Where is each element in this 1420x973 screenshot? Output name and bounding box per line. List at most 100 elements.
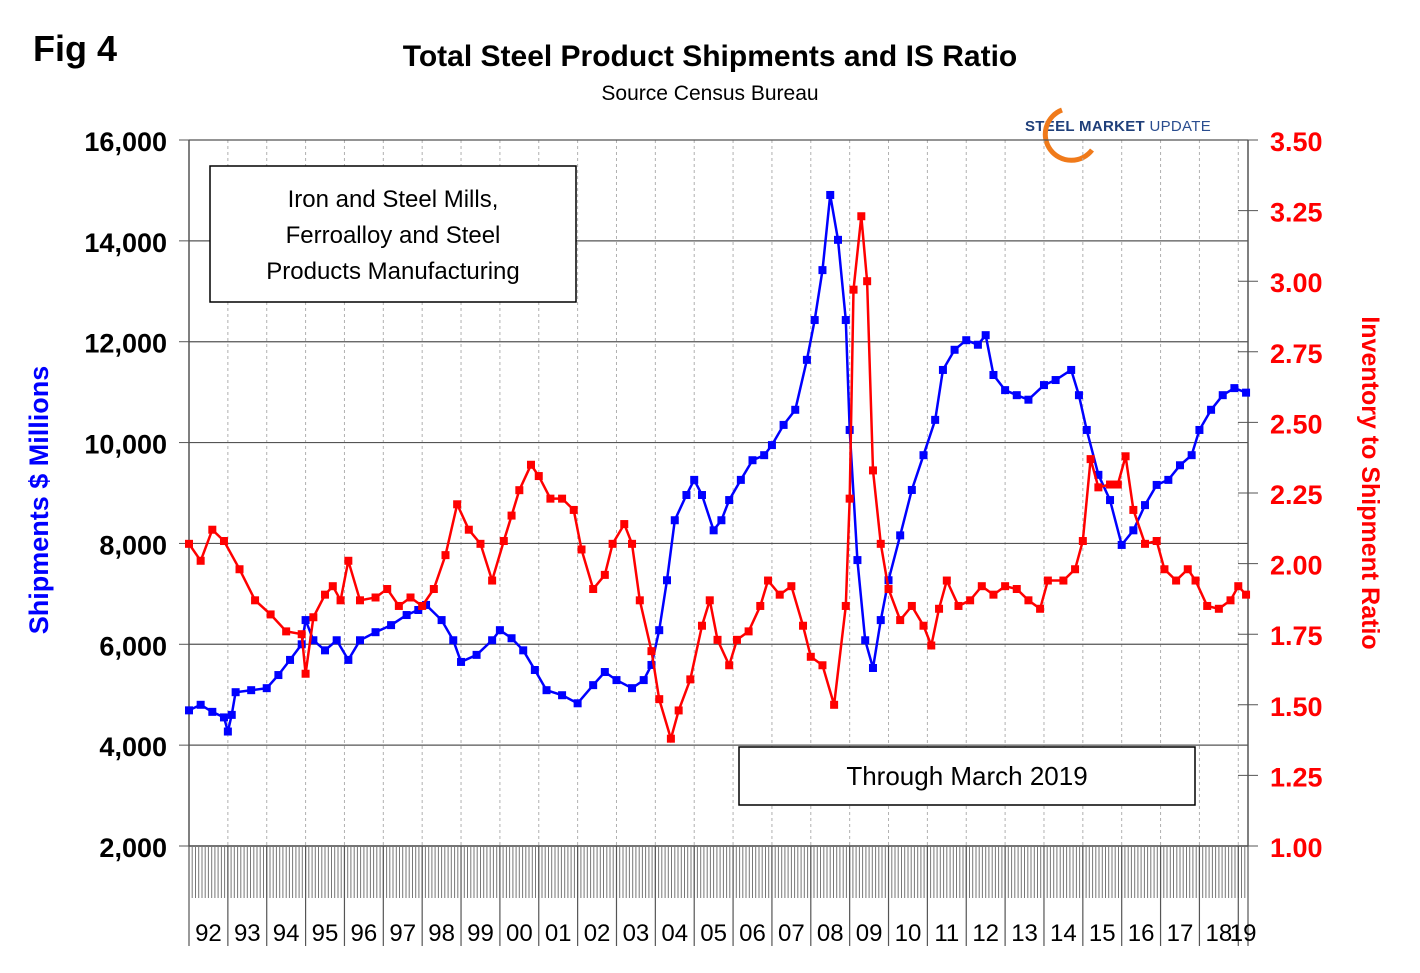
- x-tick-label: 13: [1011, 920, 1038, 947]
- shipments-marker: [841, 316, 850, 325]
- y-tick-label: 6,000: [99, 631, 167, 661]
- date-note-box: Through March 2019: [738, 746, 1196, 806]
- shipments-marker: [495, 626, 504, 635]
- shipments-marker: [802, 355, 811, 364]
- x-tick-label: 11: [934, 920, 959, 947]
- is-ratio-marker: [394, 601, 403, 610]
- is-ratio-marker: [328, 582, 337, 591]
- shipments-marker: [1001, 386, 1010, 395]
- shipments-marker: [845, 425, 854, 434]
- shipments-marker: [1094, 470, 1103, 479]
- shipments-marker: [414, 605, 423, 614]
- is-ratio-marker: [355, 596, 364, 605]
- y2-axis-label: Inventory to Shipment Ratio: [1356, 316, 1384, 649]
- is-ratio-marker: [336, 596, 345, 605]
- is-ratio-marker: [196, 556, 205, 565]
- is-ratio-marker: [1226, 596, 1235, 605]
- shipments-marker: [896, 531, 905, 540]
- is-ratio-marker: [868, 466, 877, 475]
- shipments-marker: [185, 706, 193, 715]
- is-ratio-marker: [799, 621, 808, 630]
- x-tick-label: 99: [467, 920, 494, 947]
- is-ratio-marker: [756, 601, 765, 610]
- y-tick-label: 4,000: [99, 732, 167, 762]
- y-tick-label: 14,000: [84, 228, 167, 258]
- x-tick-label: 18: [1206, 920, 1233, 947]
- is-ratio-marker: [620, 520, 629, 529]
- shipments-marker: [488, 636, 497, 645]
- is-ratio-marker: [1242, 590, 1251, 599]
- shipments-marker: [301, 616, 310, 625]
- shipments-marker: [321, 646, 330, 655]
- month-tick-marks: [188, 846, 1249, 898]
- logo-bold-text: STEEL MARKET: [1025, 118, 1145, 135]
- shipments-marker: [1074, 391, 1083, 400]
- is-ratio-marker: [989, 590, 998, 599]
- shipments-marker: [600, 668, 609, 677]
- shipments-marker: [853, 556, 862, 565]
- x-tick-label: 93: [234, 920, 261, 947]
- logo-light-text: UPDATE: [1149, 118, 1211, 135]
- shipments-marker: [1129, 526, 1138, 535]
- is-ratio-marker: [806, 652, 815, 661]
- is-ratio-marker: [488, 576, 497, 585]
- shipments-marker: [274, 671, 283, 680]
- shipments-marker: [791, 405, 800, 414]
- y2-tick-label: 2.50: [1270, 409, 1323, 439]
- is-ratio-marker: [935, 604, 944, 613]
- is-ratio-marker: [1141, 539, 1150, 548]
- y2-tick-label: 1.00: [1270, 833, 1323, 863]
- shipments-marker: [697, 491, 706, 500]
- is-ratio-marker: [977, 582, 986, 591]
- shipments-marker: [472, 650, 481, 659]
- is-ratio-marker: [251, 596, 260, 605]
- shipments-marker: [868, 663, 877, 672]
- shipments-marker: [950, 345, 959, 354]
- y2-tick-label: 3.00: [1270, 268, 1323, 298]
- is-ratio-marker: [647, 647, 656, 656]
- shipments-marker: [981, 331, 990, 340]
- shipments-marker: [1175, 461, 1184, 470]
- shipments-marker: [884, 576, 893, 585]
- shipments-marker: [208, 707, 217, 716]
- series-layer: [185, 190, 1251, 744]
- is-ratio-marker: [966, 596, 975, 605]
- x-tick-label: 00: [506, 920, 533, 947]
- is-ratio-marker: [406, 593, 415, 602]
- y2-tick-label: 2.25: [1270, 480, 1323, 510]
- is-ratio-marker: [235, 565, 244, 574]
- is-ratio-marker: [534, 472, 543, 481]
- y-tick-label: 16,000: [84, 127, 167, 157]
- is-ratio-marker: [1094, 483, 1103, 492]
- is-ratio-marker: [371, 593, 380, 602]
- shipments-marker: [1024, 395, 1033, 404]
- x-tick-label: 04: [661, 920, 688, 947]
- y-axis-label: Shipments $ Millions: [24, 366, 54, 635]
- is-ratio-marker: [1078, 537, 1087, 546]
- shipments-marker: [262, 684, 271, 693]
- is-ratio-marker: [919, 621, 928, 630]
- industry-note-box: Iron and Steel Mills, Ferroalloy and Ste…: [209, 165, 577, 303]
- is-ratio-marker: [1043, 576, 1052, 585]
- is-ratio-marker: [526, 460, 535, 469]
- steel-market-update-logo: STEEL MARKET UPDATE: [1025, 118, 1211, 135]
- shipments-marker: [1082, 425, 1091, 434]
- is-ratio-marker: [907, 601, 916, 610]
- is-ratio-marker: [282, 627, 291, 636]
- is-ratio-marker: [635, 596, 644, 605]
- is-ratio-marker: [1059, 576, 1068, 585]
- shipments-marker: [1230, 384, 1239, 393]
- y-tick-label: 10,000: [84, 430, 167, 460]
- y2-tick-label: 2.00: [1270, 551, 1323, 581]
- is-ratio-marker: [655, 695, 664, 704]
- x-tick-label: 07: [778, 920, 805, 947]
- shipments-marker: [589, 681, 598, 690]
- is-ratio-marker: [515, 486, 524, 495]
- shipments-marker: [449, 636, 458, 645]
- x-tick-label: 17: [1167, 920, 1194, 947]
- shipments-marker: [227, 710, 236, 719]
- is-ratio-marker: [546, 494, 555, 503]
- is-ratio-marker: [744, 627, 753, 636]
- is-ratio-marker: [464, 525, 473, 534]
- shipments-marker: [826, 190, 835, 199]
